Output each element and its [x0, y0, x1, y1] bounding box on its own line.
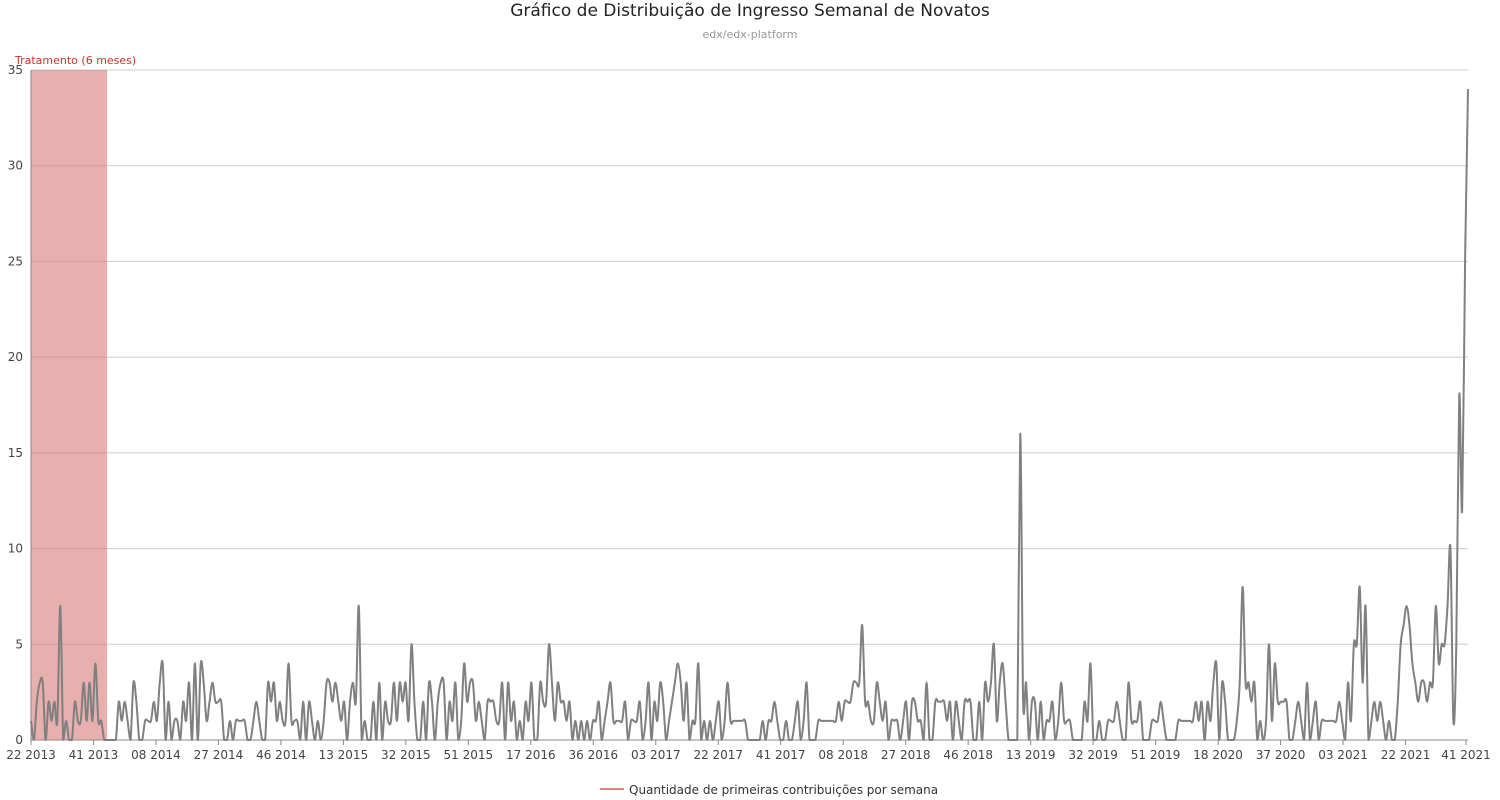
- x-tick-label: 22 2021: [1381, 748, 1431, 762]
- y-tick-label: 20: [8, 350, 23, 364]
- x-tick-label: 18 2020: [1193, 748, 1243, 762]
- series-line: [30, 89, 1469, 742]
- x-tick-label: 27 2018: [881, 748, 931, 762]
- legend-label: Quantidade de primeiras contribuições po…: [629, 783, 938, 797]
- x-tick-label: 41 2017: [756, 748, 806, 762]
- x-tick-label: 51 2019: [1131, 748, 1181, 762]
- x-tick-label: 13 2019: [1006, 748, 1056, 762]
- x-tick-label: 41 2021: [1441, 748, 1491, 762]
- gridlines: [31, 69, 1468, 741]
- x-tick-label: 27 2014: [194, 748, 244, 762]
- y-tick-label: 10: [8, 542, 23, 556]
- y-axis: 0 5 10 15 20 25 30 35: [8, 63, 32, 747]
- x-tick-label: 46 2018: [943, 748, 993, 762]
- legend[interactable]: Quantidade de primeiras contribuições po…: [600, 783, 938, 797]
- x-tick-label: 32 2015: [381, 748, 431, 762]
- x-tick-label: 22 2017: [693, 748, 743, 762]
- treatment-band-label: Tratamento (6 meses): [14, 54, 136, 67]
- treatment-band: Tratamento (6 meses): [14, 54, 136, 740]
- y-tick-label: 5: [15, 637, 23, 651]
- x-tick-label: 17 2016: [506, 748, 556, 762]
- x-tick-label: 41 2013: [69, 748, 119, 762]
- y-tick-label: 30: [8, 159, 23, 173]
- y-tick-label: 15: [8, 446, 23, 460]
- x-axis: 22 2013 41 2013 08 2014 27 2014 46 2014 13 20…: [6, 740, 1491, 762]
- y-tick-label: 25: [8, 254, 23, 268]
- x-tick-label: 03 2021: [1318, 748, 1368, 762]
- x-tick-label: 36 2016: [568, 748, 618, 762]
- x-tick-label: 22 2013: [6, 748, 56, 762]
- x-tick-label: 32 2019: [1068, 748, 1118, 762]
- treatment-band-rect: [31, 70, 108, 740]
- x-tick-label: 46 2014: [256, 748, 306, 762]
- series-group: [30, 89, 1469, 742]
- x-tick-label: 51 2015: [444, 748, 494, 762]
- chart-subtitle: edx/edx-platform: [703, 28, 798, 41]
- y-tick-label: 0: [15, 733, 23, 747]
- x-tick-label: 08 2014: [131, 748, 181, 762]
- x-tick-label: 13 2015: [319, 748, 369, 762]
- y-tick-label: 35: [8, 63, 23, 77]
- x-tick-label: 37 2020: [1256, 748, 1306, 762]
- x-tick-label: 08 2018: [818, 748, 868, 762]
- chart-title: Gráfico de Distribuição de Ingresso Sema…: [510, 1, 990, 21]
- x-tick-label: 03 2017: [631, 748, 681, 762]
